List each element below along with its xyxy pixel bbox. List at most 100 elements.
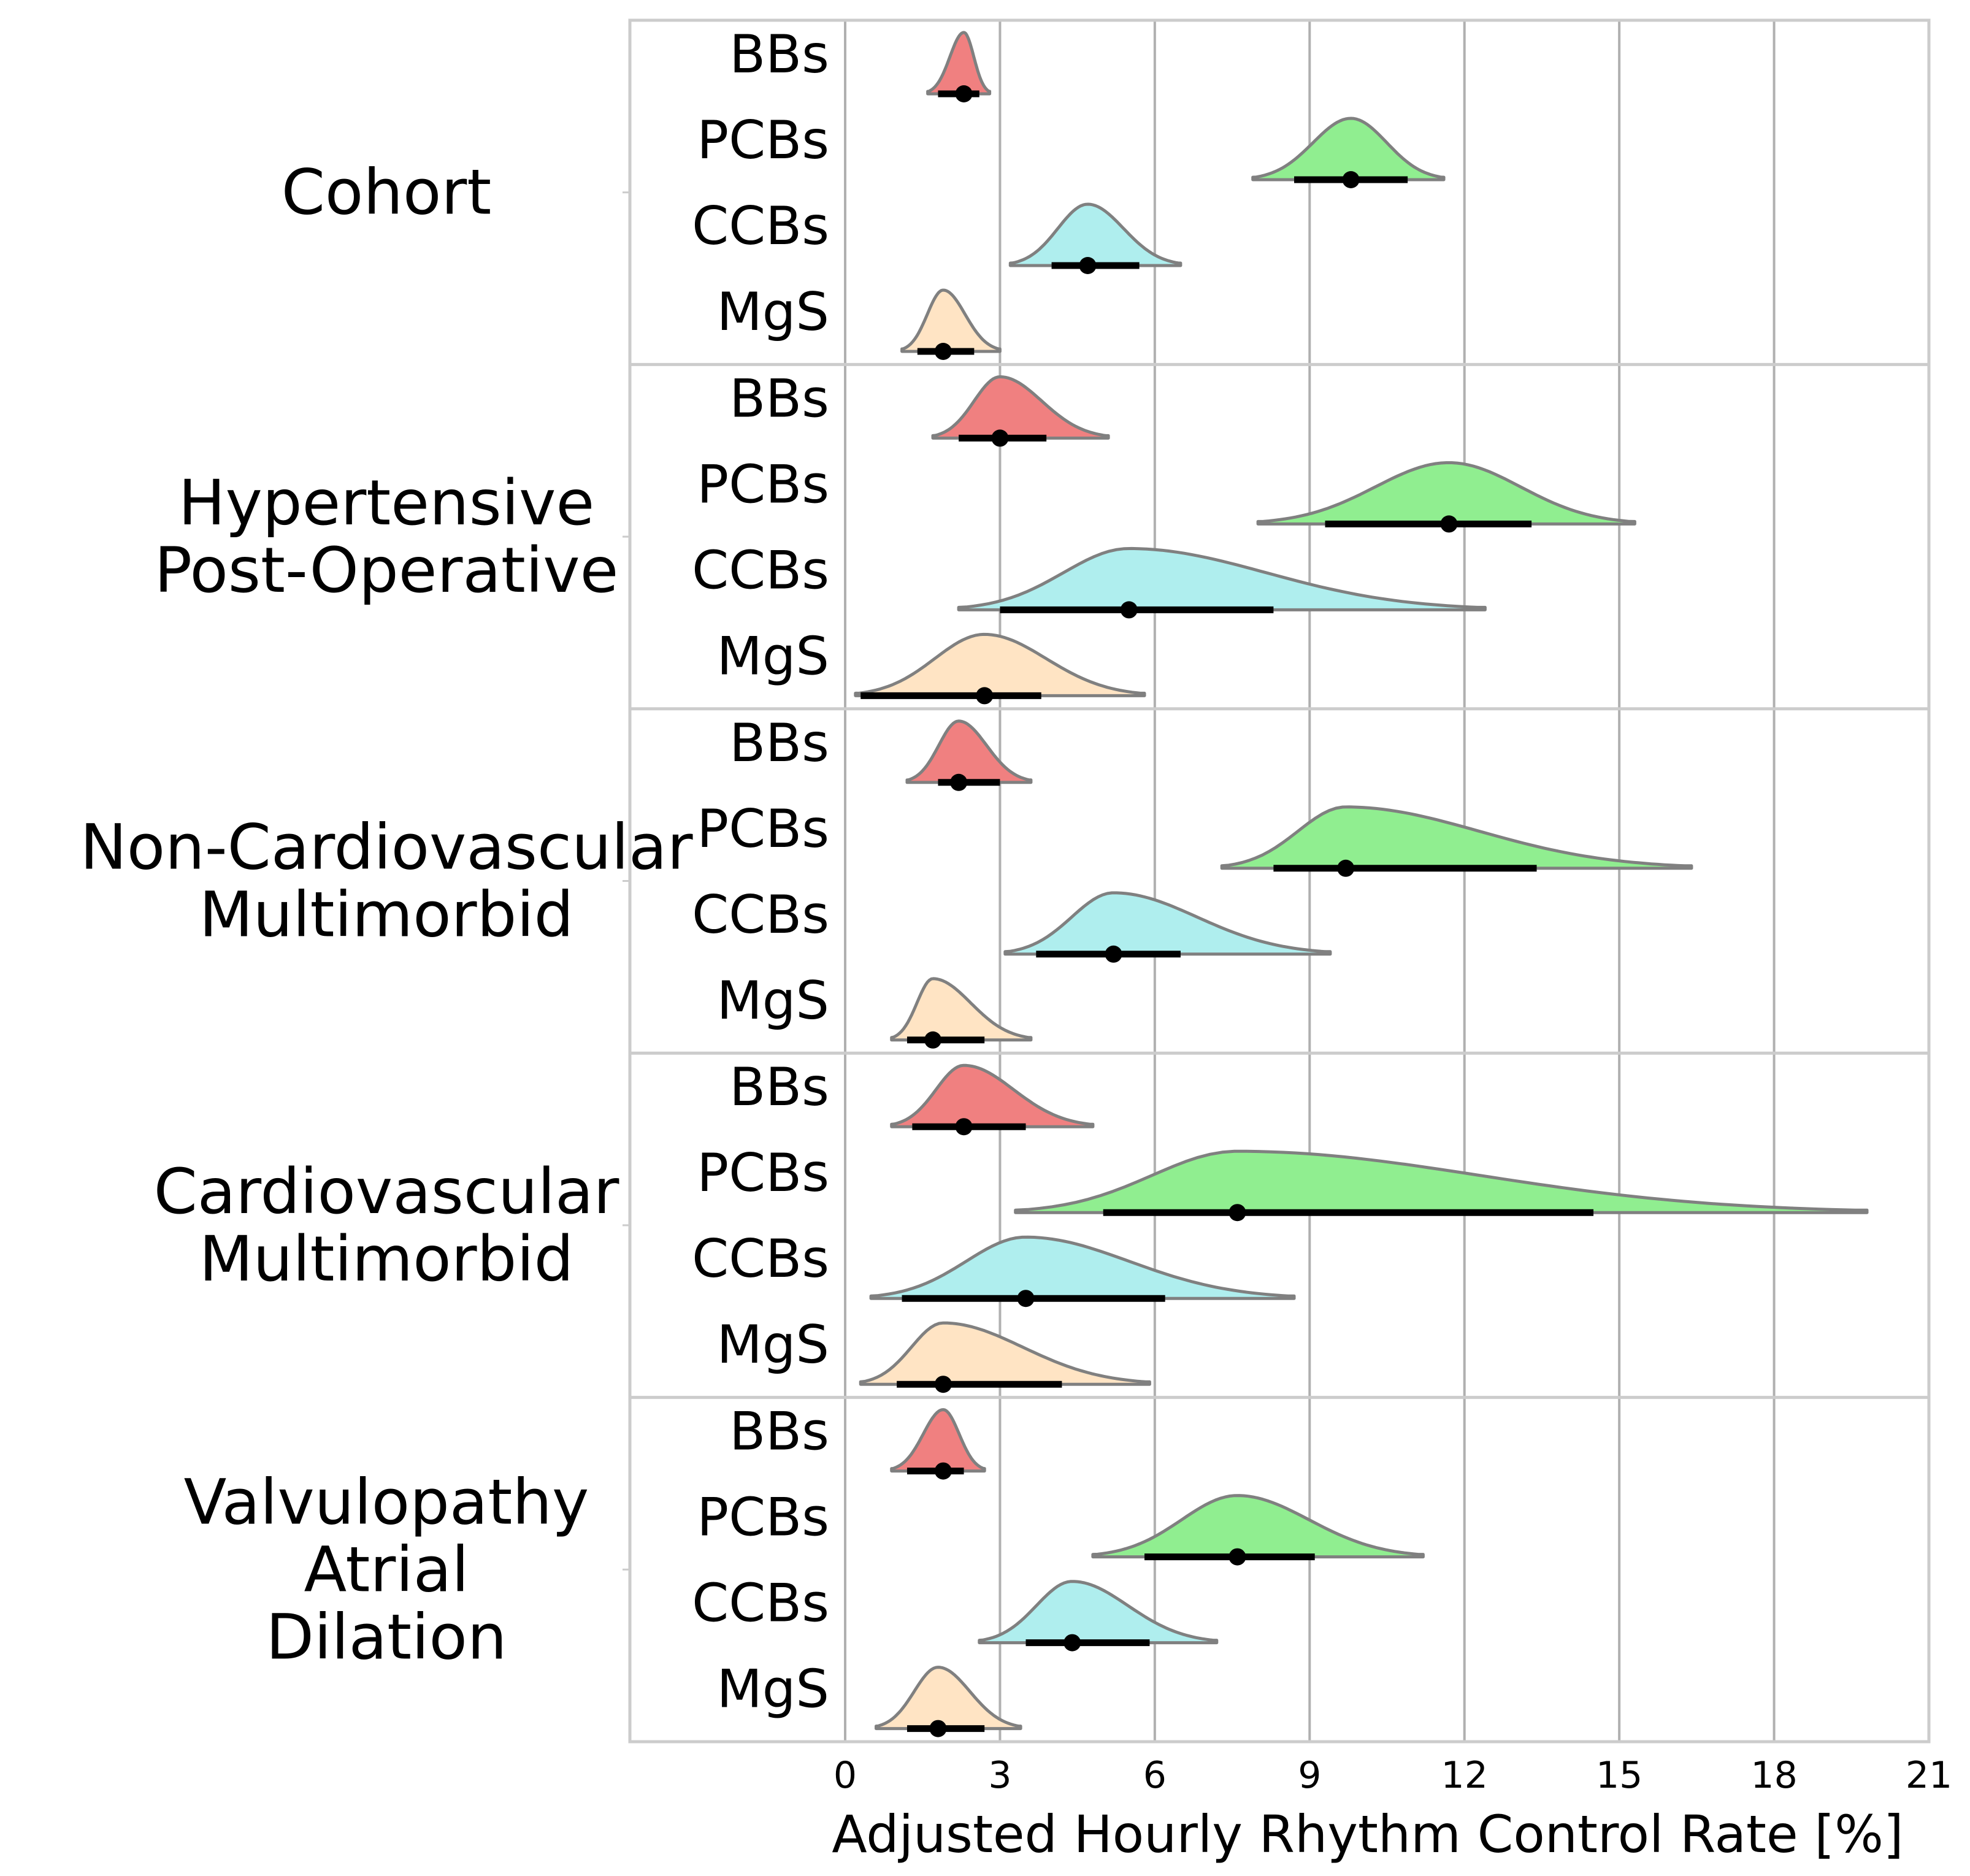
group-label-line: Cardiovascular [154, 1155, 619, 1228]
median-point [934, 343, 952, 360]
drug-label: MgS [717, 970, 829, 1032]
drug-label: PCBs [697, 798, 829, 860]
median-point [1228, 1204, 1246, 1222]
density-cloud [957, 546, 1487, 611]
x-tick-label-3: 3 [988, 1754, 1011, 1797]
group-label-line: Dilation [266, 1601, 507, 1674]
series-mgs [859, 1321, 1151, 1393]
median-point [1440, 515, 1458, 533]
drug-label: BBs [729, 1057, 829, 1118]
group-label-line: Multimorbid [199, 879, 574, 952]
density-cloud [1220, 805, 1693, 870]
drug-label: CCBs [692, 540, 829, 601]
x-tick-label-9: 9 [1298, 1754, 1321, 1797]
drug-label: MgS [717, 1659, 829, 1720]
drug-label: PCBs [697, 110, 829, 171]
density-cloud [869, 1235, 1296, 1300]
group-label-line: Multimorbid [199, 1223, 574, 1296]
series-pcbs [1251, 117, 1446, 188]
density-cloud [931, 375, 1110, 440]
median-point [955, 85, 973, 102]
median-point [1079, 257, 1097, 274]
median-point [1337, 859, 1355, 877]
x-tick-label-6: 6 [1143, 1754, 1167, 1797]
density-cloud [890, 977, 1033, 1042]
frame-layer [628, 18, 1931, 1744]
drug-label: PCBs [697, 1487, 829, 1549]
labels-layer: Cohort BBs PCBs CCBs MgS HypertensivePost-Ope… [80, 24, 829, 1720]
group-label-line: Hypertensive [178, 467, 595, 540]
series-pcbs [1091, 1494, 1425, 1566]
density-cloud [1251, 117, 1446, 182]
series-bbs [931, 375, 1110, 447]
series-mgs [874, 1666, 1022, 1737]
median-point [955, 1118, 973, 1136]
series-ccbs [978, 1580, 1219, 1652]
density-cloud [1256, 461, 1636, 526]
median-point [1228, 1548, 1246, 1566]
drug-label: PCBs [697, 454, 829, 515]
group-label-line: Atrial [304, 1533, 469, 1606]
drug-label: BBs [729, 713, 829, 774]
group-label-line: Post-Operative [155, 534, 619, 607]
group-label-line: Cohort [282, 156, 492, 229]
median-point [1120, 601, 1138, 619]
series-pcbs [1220, 805, 1693, 877]
median-point [976, 687, 994, 705]
clouds-layer [854, 31, 1869, 1737]
density-cloud [926, 31, 992, 96]
group-label-line: Valvulopathy [184, 1466, 589, 1539]
drug-label: MgS [717, 1314, 829, 1376]
drug-label: CCBs [692, 884, 829, 946]
series-pcbs [1256, 461, 1636, 533]
density-cloud [1014, 1149, 1869, 1214]
density-cloud [874, 1666, 1022, 1731]
series-ccbs [957, 546, 1487, 619]
density-cloud [890, 1408, 986, 1473]
series-mgs [890, 977, 1033, 1049]
series-bbs [905, 719, 1033, 791]
density-cloud [859, 1321, 1151, 1386]
median-point [924, 1031, 942, 1049]
median-point [1017, 1290, 1035, 1307]
series-bbs [926, 31, 992, 102]
median-point [1105, 945, 1122, 963]
group-label-line: Non-Cardiovascular [80, 811, 692, 884]
density-cloud [1003, 891, 1332, 956]
series-pcbs [1014, 1149, 1869, 1222]
density-cloud [900, 288, 1002, 353]
drug-label: MgS [717, 626, 829, 687]
series-bbs [890, 1408, 986, 1480]
series-mgs [900, 288, 1002, 360]
drug-label: MgS [717, 281, 829, 343]
drug-label: CCBs [692, 1228, 829, 1290]
median-point [991, 429, 1009, 447]
x-tick-label-21: 21 [1906, 1754, 1952, 1797]
median-point [929, 1720, 947, 1737]
series-ccbs [869, 1235, 1296, 1307]
median-point [934, 1376, 952, 1393]
drug-label: CCBs [692, 196, 829, 257]
density-cloud [1091, 1494, 1425, 1559]
density-cloud [890, 1063, 1095, 1128]
x-axis-label: Adjusted Hourly Rhythm Control Rate [%] [832, 1804, 1903, 1864]
drug-label: BBs [729, 1401, 829, 1463]
median-point [934, 1462, 952, 1480]
drug-label: PCBs [697, 1143, 829, 1204]
drug-label: CCBs [692, 1573, 829, 1634]
series-mgs [854, 632, 1146, 705]
drug-label: BBs [729, 368, 829, 429]
density-cloud [978, 1580, 1219, 1645]
x-tick-label-0: 0 [834, 1754, 857, 1797]
x-tick-labels: 0 3 6 9 12 15 18 21 [834, 1754, 1952, 1797]
density-cloud [854, 632, 1146, 697]
drug-label: BBs [729, 24, 829, 85]
series-ccbs [1008, 202, 1182, 274]
x-tick-label-18: 18 [1750, 1754, 1797, 1797]
median-point [950, 773, 968, 791]
plot-frame [628, 18, 1931, 1744]
density-cloud [905, 719, 1033, 784]
density-cloud [1008, 202, 1182, 267]
grid-layer [844, 20, 1930, 1742]
